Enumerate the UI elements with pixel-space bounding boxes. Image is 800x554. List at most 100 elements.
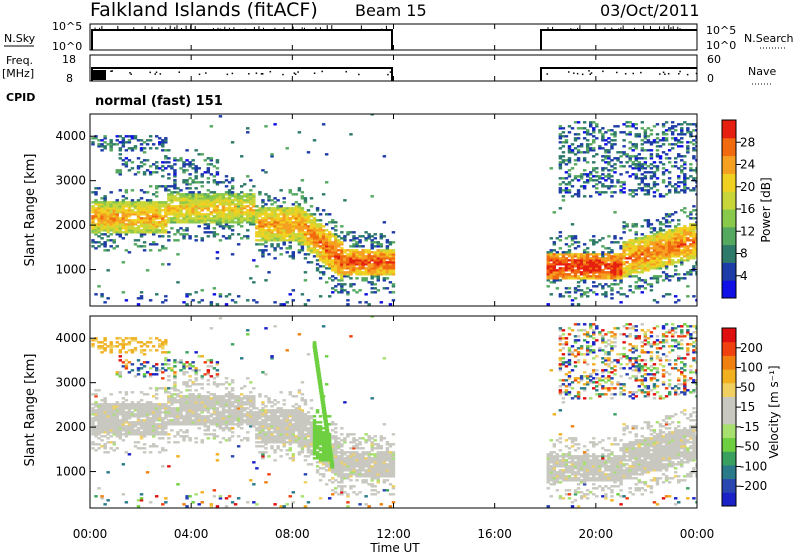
velocity-cell xyxy=(106,409,110,412)
power-cell xyxy=(573,269,578,272)
nave-dot xyxy=(678,72,680,75)
power-cell xyxy=(619,259,623,262)
power-cell xyxy=(579,271,584,274)
power-cell xyxy=(661,235,666,238)
power-cell xyxy=(130,161,135,164)
power-cell xyxy=(355,267,359,270)
power-cell xyxy=(576,285,581,288)
power-cell xyxy=(564,251,569,254)
velocity-cell xyxy=(218,425,223,428)
power-cell xyxy=(658,251,663,254)
power-cell xyxy=(109,219,113,222)
power-cell xyxy=(585,259,590,262)
power-cell xyxy=(655,149,660,152)
power-cell xyxy=(148,165,153,168)
power-cell xyxy=(167,205,171,208)
power-cell xyxy=(658,255,663,258)
power-cell xyxy=(158,221,162,224)
velocity-cell xyxy=(179,413,183,416)
velocity-cell xyxy=(91,417,95,420)
power-cell xyxy=(385,251,390,254)
power-cell xyxy=(170,209,174,212)
power-cell xyxy=(103,227,107,230)
power-cell xyxy=(215,219,220,222)
power-cell xyxy=(673,143,678,146)
power-cell xyxy=(677,223,681,226)
power-cell xyxy=(321,231,326,234)
velocity-cell xyxy=(209,413,214,416)
power-cell xyxy=(655,145,660,148)
power-cell xyxy=(148,229,153,232)
power-cell xyxy=(640,139,645,142)
power-cell xyxy=(570,253,575,256)
power-cell xyxy=(686,285,690,288)
power-cell xyxy=(127,221,132,224)
power-cell xyxy=(598,145,602,148)
power-cell xyxy=(692,253,696,256)
velocity-cell xyxy=(191,369,195,372)
power-cell xyxy=(634,173,638,176)
power-cell xyxy=(294,209,299,212)
power-cell xyxy=(355,255,359,258)
velocity-cell xyxy=(100,403,104,406)
power-cell xyxy=(112,203,116,206)
power-cell xyxy=(276,227,280,230)
power-cell xyxy=(112,215,116,218)
velocity-cell xyxy=(139,363,144,366)
velocity-cell xyxy=(167,367,171,370)
power-cell xyxy=(282,211,286,214)
power-cell xyxy=(673,243,678,246)
power-cell xyxy=(148,223,153,226)
power-cell xyxy=(376,273,380,276)
power-cell xyxy=(270,231,274,234)
power-cell xyxy=(176,281,180,284)
power-cell xyxy=(695,273,697,276)
power-cell xyxy=(106,201,110,204)
power-cell xyxy=(619,293,623,296)
power-cell xyxy=(246,193,250,196)
velocity-cell xyxy=(158,427,162,430)
power-cell xyxy=(628,243,632,246)
velocity-cell xyxy=(148,349,153,352)
velocity-cell xyxy=(94,429,98,432)
power-cell xyxy=(191,163,195,166)
power-cell xyxy=(337,263,341,266)
velocity-cell xyxy=(94,419,98,422)
velocity-cell xyxy=(200,439,204,442)
nave-dot xyxy=(269,70,272,73)
power-cell xyxy=(373,269,377,272)
power-cell xyxy=(297,249,302,252)
velocity-cell xyxy=(133,375,138,378)
velocity-cell xyxy=(136,407,141,410)
power-cell xyxy=(258,231,262,234)
velocity-cell xyxy=(145,421,150,424)
power-cell xyxy=(270,155,274,158)
velocity-cell xyxy=(91,443,95,446)
power-cell xyxy=(686,251,690,254)
power-cell xyxy=(318,241,323,244)
power-cell xyxy=(667,261,672,264)
power-cell xyxy=(218,213,223,216)
power-cell xyxy=(561,177,566,180)
power-cell xyxy=(649,167,654,170)
velocity-cell xyxy=(94,413,98,416)
power-cell xyxy=(346,291,350,294)
power-cell xyxy=(610,297,614,300)
power-cell xyxy=(334,221,338,224)
velocity-cell xyxy=(97,417,101,420)
power-cell xyxy=(631,239,635,242)
power-cell xyxy=(376,243,380,246)
power-cell xyxy=(655,257,660,260)
power-cell xyxy=(598,131,602,134)
velocity-cell xyxy=(179,429,183,432)
power-cell xyxy=(564,183,569,186)
velocity-cell xyxy=(118,359,123,362)
power-cell xyxy=(570,259,575,262)
power-cell xyxy=(649,223,654,226)
power-cell xyxy=(686,271,690,274)
power-cell xyxy=(264,203,268,206)
velocity-cell xyxy=(173,409,177,412)
velocity-cell xyxy=(139,413,144,416)
nave-dot xyxy=(159,73,162,75)
velocity-cell xyxy=(148,419,153,422)
